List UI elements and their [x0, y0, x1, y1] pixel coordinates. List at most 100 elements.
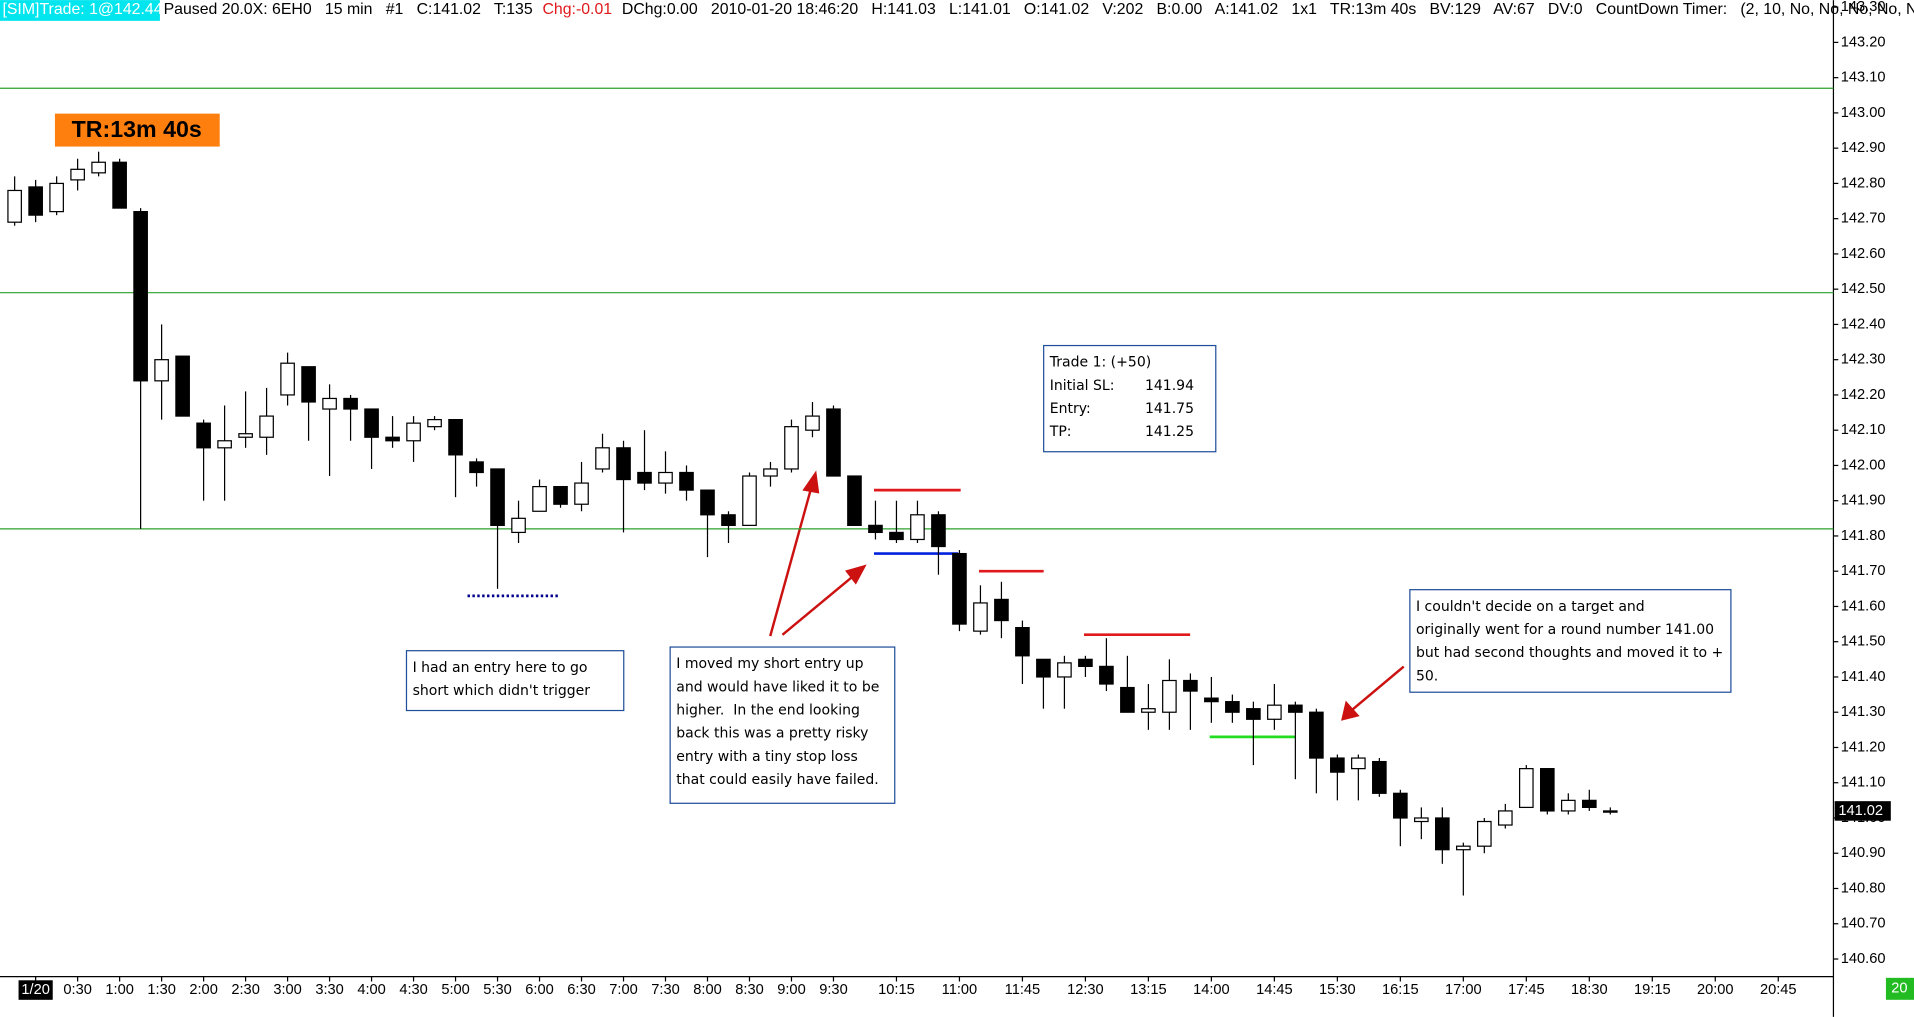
candle-body [742, 475, 757, 526]
candle-body [175, 355, 190, 417]
x-tick-label: 13:15 [1130, 982, 1167, 998]
trade-box-value: 141.75 [1145, 401, 1194, 417]
candle-body [1309, 711, 1324, 759]
x-tick-label: 16:15 [1382, 982, 1419, 998]
trade-box-title: Trade 1: (+50) [1049, 355, 1151, 371]
last-price-box [1834, 801, 1891, 821]
y-tick-label: 142.60 [1841, 246, 1886, 262]
y-tick-label: 140.90 [1841, 845, 1886, 861]
candle-body [1330, 757, 1345, 773]
x-tick-label: 2:30 [231, 982, 259, 998]
candle-body [1267, 704, 1282, 720]
x-tick-label: 6:30 [567, 982, 595, 998]
candle-body [532, 485, 547, 512]
note-line: I couldn't decide on a target and [1416, 599, 1645, 615]
y-tick-label: 141.10 [1841, 775, 1886, 791]
note-line: and would have liked it to be [676, 679, 879, 695]
note-line: that could easily have failed. [676, 772, 879, 788]
candle-body [1414, 817, 1429, 823]
details: DChg:0.00 2010-01-20 18:46:20 H:141.03 L… [622, 1, 1914, 18]
x-tick-label: 17:00 [1445, 982, 1482, 998]
y-tick-label: 142.30 [1841, 352, 1886, 368]
candle-body [1141, 708, 1156, 713]
trade-box-frame [1043, 344, 1217, 453]
y-tick-label: 142.40 [1841, 316, 1886, 332]
candle-body [784, 426, 799, 470]
note-frame [669, 646, 896, 804]
y-tick-label: 142.50 [1841, 281, 1886, 297]
y-tick-label: 141.30 [1841, 704, 1886, 720]
sim-badge [0, 0, 160, 21]
note-line: entry with a tiny stop loss [676, 749, 858, 765]
candle-body [280, 362, 295, 396]
x-tick-label: 1:30 [147, 982, 175, 998]
candle-body [1602, 810, 1618, 813]
candle-body [1204, 697, 1219, 703]
y-tick-label: 140.60 [1841, 951, 1886, 967]
candle-body [805, 415, 820, 431]
note-frame [405, 650, 625, 712]
note: I had an entry here to go short which did… [405, 650, 625, 712]
candle-body [343, 397, 358, 410]
x-tick-label: 7:30 [651, 982, 679, 998]
candle-body [385, 436, 400, 442]
candle-body [301, 366, 316, 403]
candle-body [1518, 768, 1534, 809]
y-tick-label: 143.00 [1841, 105, 1886, 121]
status-bar: Paused 20.0X: 6EH0 15 min #1 C:141.02 T:… [164, 1, 1914, 18]
note-line: back this was a pretty risky [676, 726, 868, 742]
note-line: 50. [1416, 668, 1438, 684]
x-tick-label: 4:00 [357, 982, 385, 998]
candle-body [427, 419, 442, 428]
date-badge [18, 980, 53, 1000]
note: I moved my short entry up and would have … [669, 646, 896, 804]
arrow [1350, 665, 1405, 712]
candle-body [1183, 679, 1198, 692]
candle-body [595, 447, 610, 470]
y-tick-label: 142.00 [1841, 457, 1886, 473]
candle-body [973, 602, 988, 632]
y-tick-label: 141.70 [1841, 563, 1886, 579]
y-tick-label: 143.30 [1841, 0, 1886, 15]
candle-body [847, 475, 862, 526]
candle-body [1560, 799, 1576, 812]
y-tick-label: 141.20 [1841, 739, 1886, 755]
x-tick-label: 17:45 [1508, 982, 1545, 998]
y-tick-label: 142.70 [1841, 211, 1886, 227]
x-tick-label: 0:30 [63, 982, 91, 998]
trade-box: Trade 1: (+50) Initial SL: 141.94 Entry: 141… [1043, 344, 1217, 453]
candle-body [763, 468, 778, 477]
note-line: I had an entry here to go [413, 660, 588, 676]
candle-body [238, 433, 253, 438]
y-tick-label: 143.20 [1841, 34, 1886, 50]
y-tick-label: 140.80 [1841, 880, 1886, 896]
timer-label: TR:13m 40s [72, 116, 202, 142]
candle-body [70, 168, 85, 181]
candle-body [49, 182, 64, 213]
corner-label: 20 [1891, 981, 1907, 997]
candle-body [28, 186, 43, 216]
last-price-label: 141.02 [1838, 803, 1883, 819]
note-line: I moved my short entry up [676, 656, 863, 672]
x-tick-label: 3:00 [273, 982, 301, 998]
candle-body [1435, 817, 1450, 851]
y-tick-label: 141.40 [1841, 669, 1886, 685]
candle-body [1225, 701, 1240, 713]
x-tick-label: 9:30 [819, 982, 847, 998]
candle-body [910, 514, 925, 541]
x-tick-label: 9:00 [777, 982, 805, 998]
y-tick-label: 142.80 [1841, 175, 1886, 191]
candle-body [1351, 757, 1366, 770]
candle-body [511, 517, 526, 534]
arrow [781, 574, 856, 636]
candle-body [7, 189, 22, 223]
note-line: higher. In the end looking [676, 703, 860, 719]
candle-body [1057, 662, 1072, 678]
candle-body [574, 482, 589, 505]
y-tick-label: 143.10 [1841, 70, 1886, 86]
candle-body [259, 415, 274, 438]
x-tick-label: 1:00 [105, 982, 133, 998]
y-tick-label: 142.20 [1841, 387, 1886, 403]
y-tick-label: 141.80 [1841, 528, 1886, 544]
